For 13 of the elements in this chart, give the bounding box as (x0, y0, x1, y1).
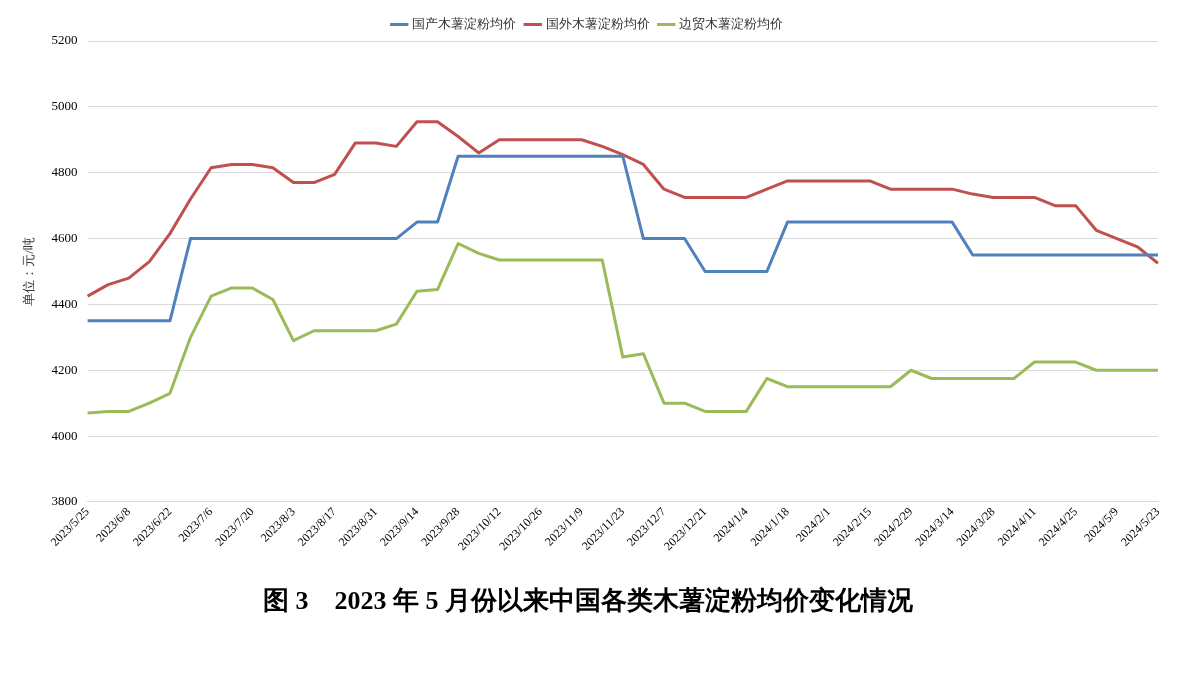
y-tick-label: 5200 (51, 32, 78, 48)
y-tick-label: 4600 (51, 229, 78, 245)
y-tick-label: 3800 (51, 493, 78, 509)
text: 图 3 2023 年 5 月份以来中国各类木薯淀粉均价变化情况 (263, 586, 914, 616)
legend-label: 国外木薯淀粉均价 (545, 15, 650, 31)
y-tick-label: 4000 (51, 427, 78, 443)
y-tick-label: 5000 (51, 98, 78, 114)
legend-label: 国产木薯淀粉均价 (412, 15, 517, 31)
y-tick-label: 4200 (51, 361, 78, 377)
legend-label: 边贸木薯淀粉均价 (679, 15, 784, 31)
y-tick-label: 4400 (51, 295, 78, 311)
y-axis-title: 单位：元/吨 (21, 237, 37, 306)
y-tick-label: 4800 (51, 164, 78, 180)
